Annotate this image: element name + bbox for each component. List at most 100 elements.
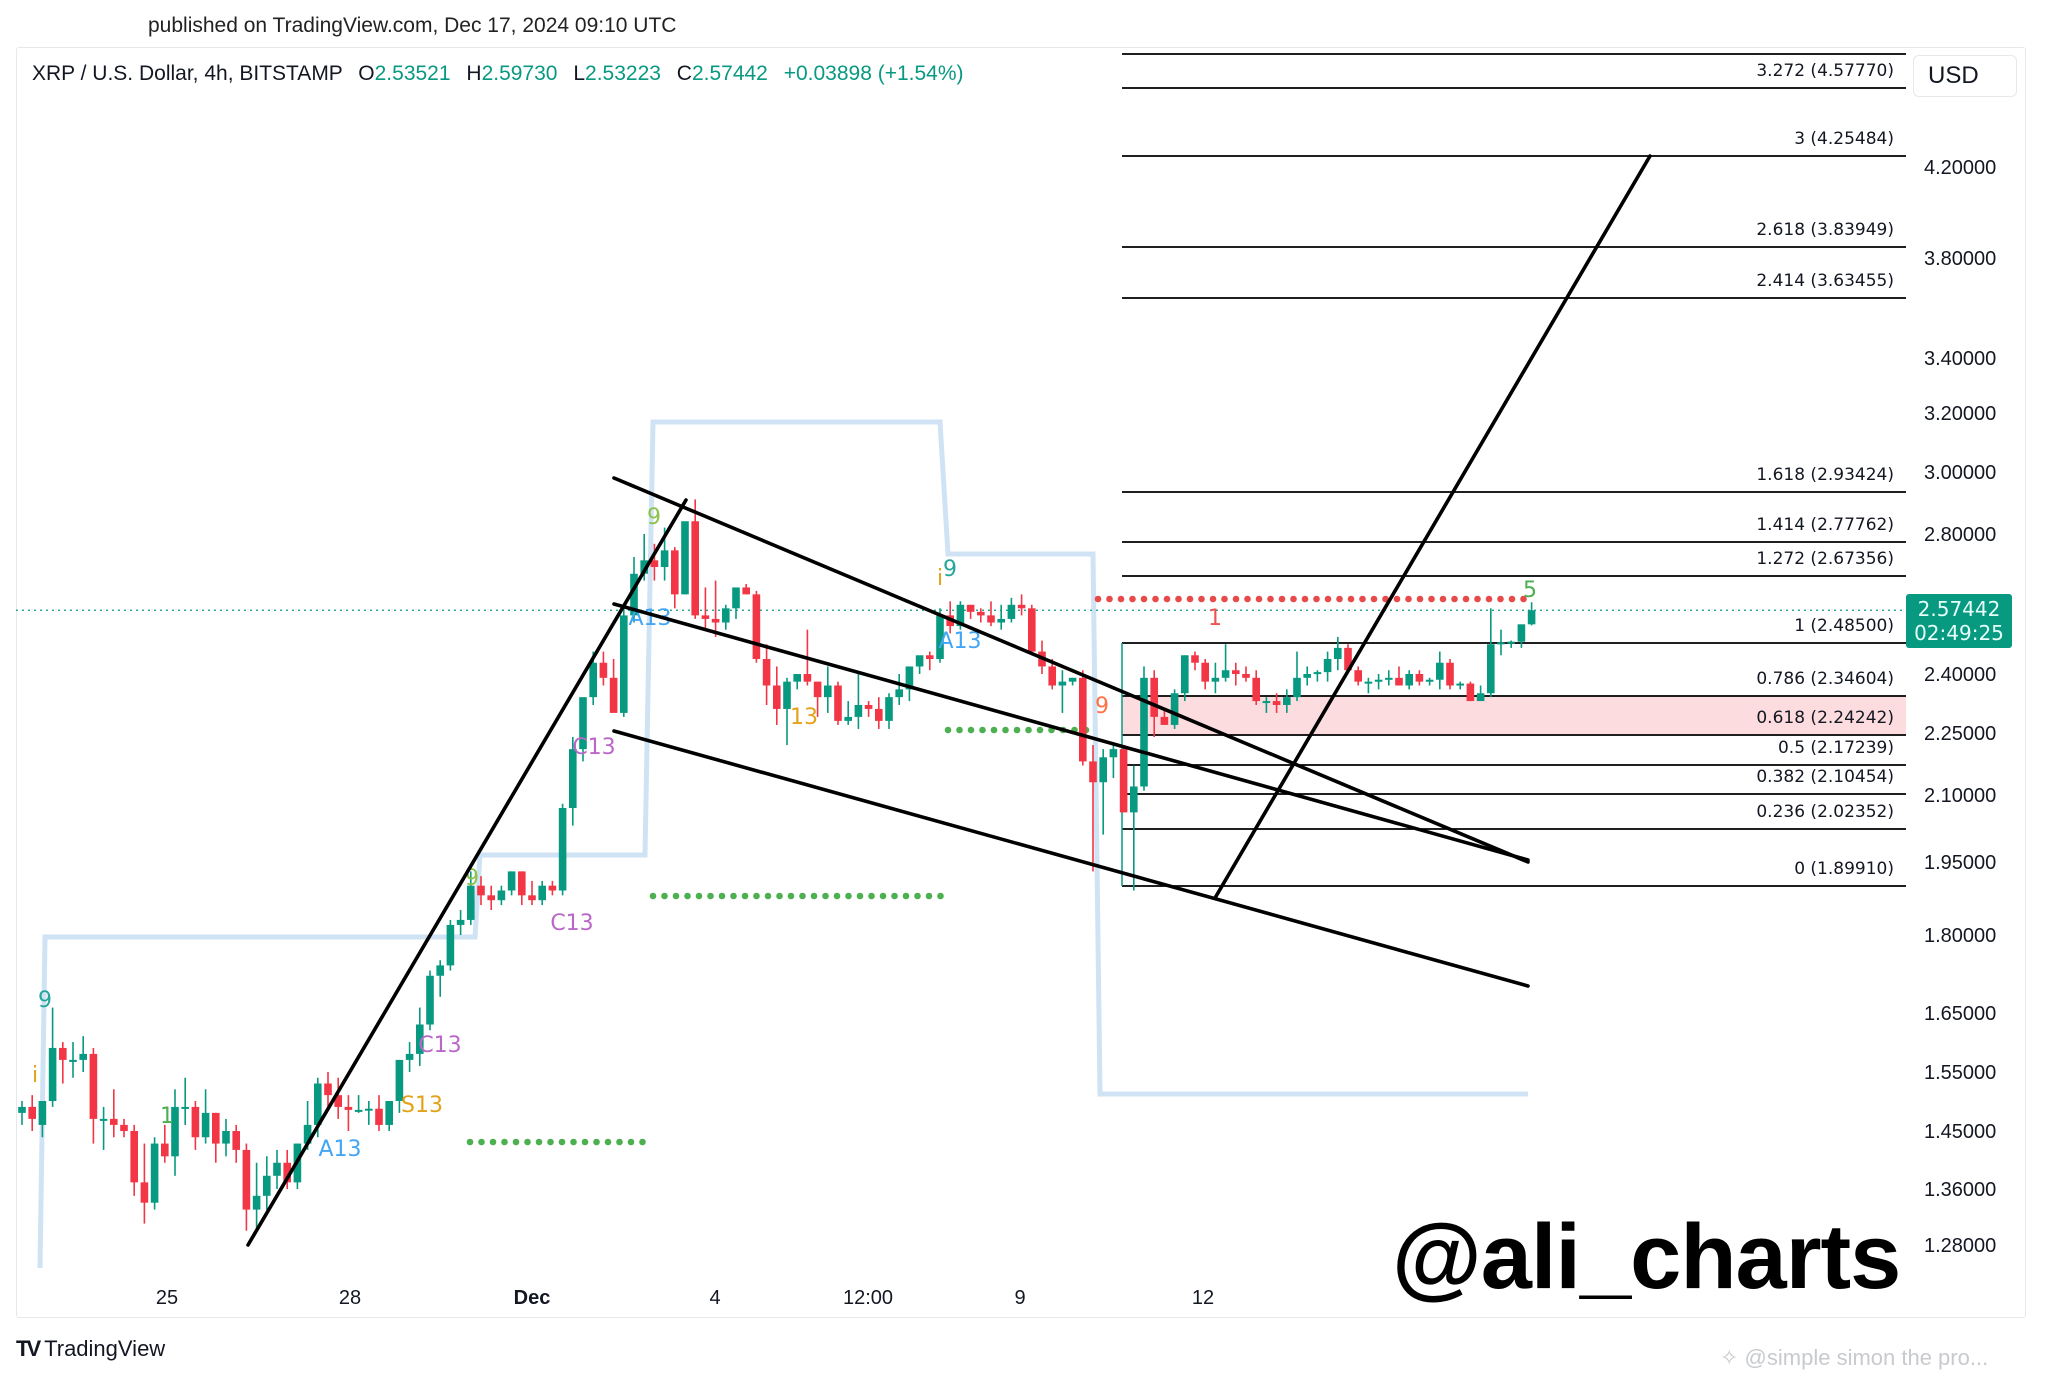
candle-body	[1456, 683, 1464, 686]
fib-level-label: 1.272 (2.67356)	[1756, 549, 1894, 569]
price-tick-label: 1.80000	[1924, 925, 1996, 947]
level-dot	[1117, 595, 1125, 603]
level-dot	[535, 1138, 543, 1146]
level-dot	[593, 1138, 600, 1146]
time-axis[interactable]: 25 28 Dec 4 12:00 9 12	[156, 1287, 1214, 1309]
fib-level-label: 0.5 (2.17239)	[1778, 738, 1894, 758]
channel-top	[612, 476, 1530, 864]
candle-body	[722, 608, 730, 623]
fib-level-label: 0.382 (2.10454)	[1756, 767, 1894, 787]
candle-body	[171, 1106, 179, 1157]
candle-body	[824, 685, 832, 698]
candle-body	[752, 594, 761, 659]
level-dot	[1439, 595, 1447, 603]
candle-body	[1130, 786, 1138, 813]
level-dot	[466, 1138, 474, 1146]
level-dot	[1140, 595, 1148, 603]
level-dot	[695, 892, 703, 900]
currency-button[interactable]: USD	[1913, 55, 2017, 97]
low-value: 2.53223	[585, 62, 661, 85]
fib-level-label: 2.414 (3.63455)	[1756, 271, 1894, 291]
candle-body	[1272, 701, 1281, 705]
tradingview-logo[interactable]: TV TradingView	[16, 1336, 165, 1362]
candle-body	[283, 1162, 291, 1183]
fib-level-label: 3 (4.25484)	[1794, 129, 1894, 149]
fib-retracement[interactable]: 3.272 (4.57770) 3 (4.25484) 2.618 (3.83949…	[1121, 53, 1906, 887]
price-tick-label: 1.45000	[1924, 1121, 1996, 1143]
candle-body	[895, 689, 903, 698]
chart-frame[interactable]	[16, 47, 2026, 1318]
candle-body	[1323, 658, 1332, 673]
level-dot	[810, 892, 818, 900]
level-dot	[1497, 595, 1504, 603]
candle-body	[701, 615, 710, 619]
level-dot	[1255, 595, 1263, 603]
candle-body	[59, 1047, 67, 1060]
candle-body	[956, 604, 965, 627]
indicator-label: i	[32, 1063, 38, 1088]
candle-body	[671, 550, 679, 595]
price-tick-label: 1.95000	[1924, 852, 1996, 874]
level-dot	[547, 1138, 554, 1146]
level-dot	[489, 1138, 497, 1146]
indicator-label: S13	[401, 1093, 443, 1118]
level-dot	[478, 1138, 485, 1146]
level-dot	[891, 892, 898, 900]
indicator-label: 9	[943, 557, 957, 582]
price-tick-label: 1.28000	[1924, 1235, 1996, 1257]
level-dot	[990, 726, 998, 734]
candle-body	[252, 1195, 261, 1210]
candle-body	[1303, 674, 1311, 678]
fib-level-label: 2.618 (3.83949)	[1756, 220, 1894, 240]
level-dot	[1209, 595, 1217, 603]
fib-level-label: 1.618 (2.93424)	[1756, 465, 1894, 485]
price-tick-label: 4.20000	[1924, 157, 1996, 179]
level-dot	[925, 892, 933, 900]
time-tick-label: Dec	[514, 1287, 551, 1309]
level-dot	[1013, 726, 1021, 734]
level-dot	[833, 892, 841, 900]
symbol-title[interactable]: XRP / U.S. Dollar, 4h, BITSTAMP	[32, 62, 343, 85]
candle-body	[1242, 674, 1250, 678]
time-tick-label: 28	[339, 1287, 361, 1309]
level-dot	[753, 892, 760, 900]
candle-body	[711, 618, 720, 623]
candle-body	[609, 677, 618, 713]
price-axis[interactable]: 4.20000 3.80000 3.40000 3.20000 3.00000 2.800…	[1924, 157, 1996, 1257]
tradingview-brand: TradingView	[44, 1336, 166, 1361]
candle-body	[538, 885, 546, 901]
level-dot	[776, 892, 783, 900]
fib-level-label: 1 (2.48500)	[1794, 616, 1894, 636]
high-label: H	[466, 62, 482, 85]
level-dot	[1301, 595, 1309, 603]
candle-body	[405, 1053, 414, 1060]
level-dot	[1025, 726, 1032, 734]
published-line: published on TradingView.com, Dec 17, 20…	[148, 14, 677, 37]
indicator-label: A13	[318, 1137, 361, 1162]
candle-body	[1048, 666, 1056, 686]
level-dot	[764, 892, 772, 900]
trendlines[interactable]	[246, 154, 1652, 1247]
candle-body	[660, 550, 669, 568]
close-label: C	[676, 62, 692, 85]
candle-body	[558, 808, 567, 891]
level-dot	[730, 892, 737, 900]
target-line	[1213, 154, 1652, 900]
candle-body	[161, 1143, 169, 1157]
candle-body	[1293, 677, 1301, 698]
fib-level-label: 0.618 (2.24242)	[1756, 708, 1894, 728]
candle-body	[324, 1083, 332, 1096]
indicator-label: 1	[160, 1104, 174, 1129]
candle-body	[732, 587, 740, 609]
candle-body	[844, 716, 852, 721]
candle-body	[1344, 647, 1352, 671]
level-dot	[684, 892, 691, 900]
candle-body	[691, 521, 699, 616]
candle-body	[242, 1149, 251, 1210]
candle-body	[1150, 677, 1158, 717]
candle-body	[926, 655, 934, 659]
candle-body	[854, 704, 863, 717]
indicator-label: 1	[1208, 606, 1222, 631]
